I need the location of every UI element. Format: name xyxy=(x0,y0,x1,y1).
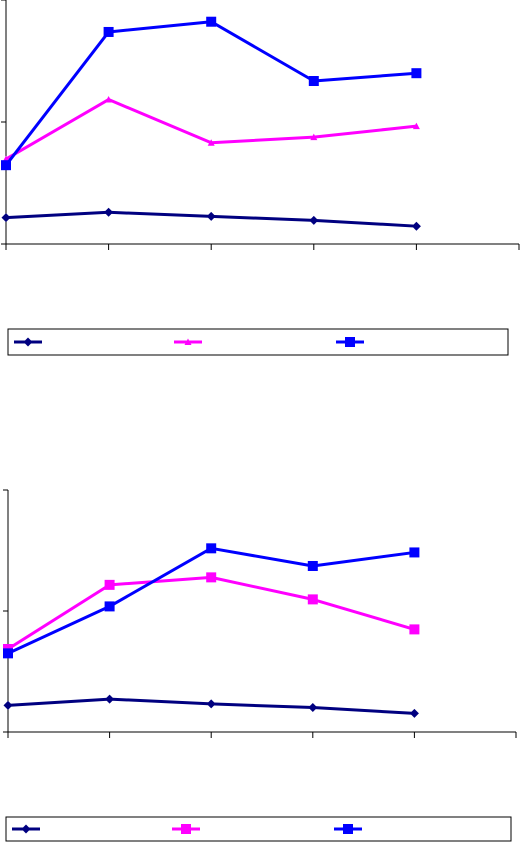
data-point xyxy=(104,579,115,590)
legend-entry-2 xyxy=(174,338,202,345)
data-point xyxy=(206,211,216,221)
data-point xyxy=(310,133,318,141)
legend-entry-3 xyxy=(334,824,362,834)
data-point xyxy=(207,139,215,146)
legend xyxy=(7,328,509,356)
legend-swatch-marker xyxy=(345,337,355,347)
data-point xyxy=(105,96,113,103)
data-point xyxy=(412,122,420,130)
data-point xyxy=(3,700,13,710)
data-point xyxy=(308,76,319,87)
data-point xyxy=(206,699,216,709)
data-point xyxy=(206,543,217,554)
series-1 xyxy=(3,694,419,718)
data-point xyxy=(206,16,217,27)
legend-swatch-marker xyxy=(343,824,353,834)
data-point xyxy=(1,213,11,223)
legend-entry-3 xyxy=(336,337,364,347)
series-line xyxy=(7,546,415,655)
data-point xyxy=(409,708,419,718)
series-line xyxy=(5,98,417,161)
legend-entry-1 xyxy=(12,824,40,834)
legend-entry-1 xyxy=(14,337,42,347)
data-point xyxy=(307,560,318,571)
legend-box xyxy=(5,816,512,842)
data-point xyxy=(409,624,420,635)
series-3 xyxy=(3,543,420,659)
legend-box xyxy=(7,328,509,356)
series-1 xyxy=(1,207,421,231)
data-point xyxy=(411,68,422,79)
data-point xyxy=(409,547,420,558)
legend-entry-2 xyxy=(172,824,200,834)
data-point xyxy=(105,694,115,704)
chart-2 xyxy=(3,489,517,842)
data-point xyxy=(308,703,318,713)
series-2 xyxy=(3,572,420,654)
legend-swatch-marker xyxy=(184,338,192,345)
series-3 xyxy=(1,16,422,171)
data-point xyxy=(411,221,421,231)
data-point xyxy=(307,594,318,605)
data-point xyxy=(104,207,114,217)
legend-swatch-marker xyxy=(181,824,191,834)
data-point xyxy=(309,215,319,225)
series-2 xyxy=(2,96,420,163)
data-point xyxy=(103,26,114,37)
data-point xyxy=(3,648,13,659)
series-line xyxy=(7,575,415,651)
chart-1 xyxy=(1,0,520,356)
data-point xyxy=(1,160,11,171)
data-point xyxy=(206,572,217,583)
legend-swatch-marker xyxy=(21,824,31,834)
legend-swatch-marker xyxy=(23,337,33,347)
data-point xyxy=(104,601,115,612)
legend xyxy=(5,816,512,842)
